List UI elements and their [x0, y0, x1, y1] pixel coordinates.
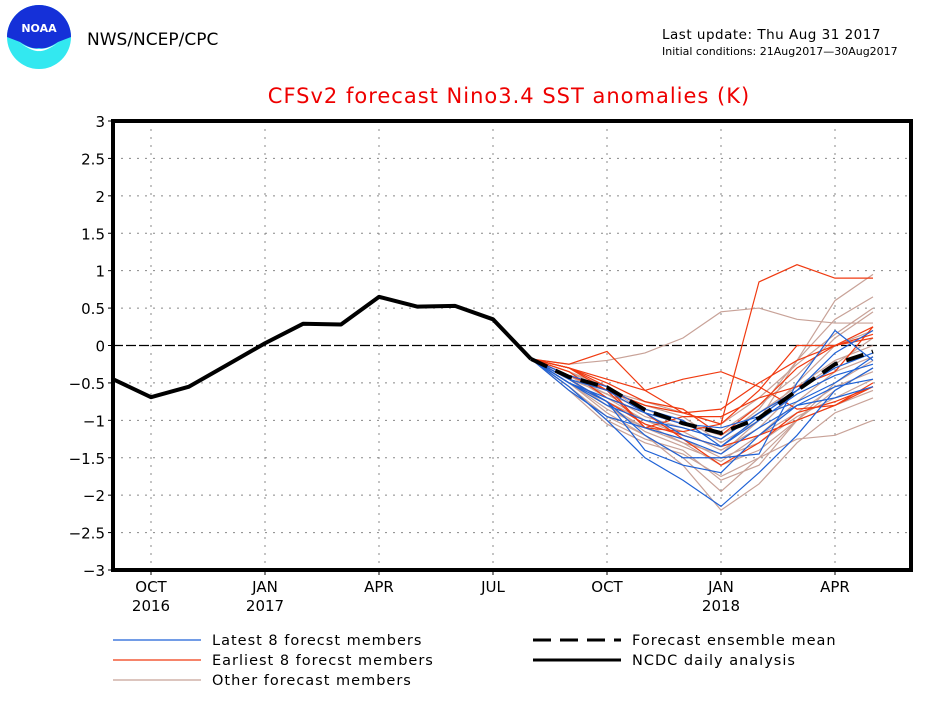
y-axis: 3 2.5 2 1.5 1 0.5 0 −0.5 −1 −1.5 −2 −2.5 −3: [69, 113, 113, 580]
last-update: Last update: Thu Aug 31 2017: [662, 27, 881, 43]
x-tick-label: OCT: [591, 578, 623, 596]
noaa-logo-text: NOAA: [21, 22, 57, 35]
y-tick-label: −1: [83, 412, 105, 430]
chart-title: CFSv2 forecast Nino3.4 SST anomalies (K): [267, 84, 751, 108]
ncdc-analysis-line: [112, 294, 533, 400]
latest-forecast-member-line: [530, 358, 874, 474]
x-tick-label: JUL: [480, 578, 505, 596]
y-tick-label: 0.5: [81, 300, 105, 318]
organization-label: NWS/NCEP/CPC: [87, 30, 219, 50]
noaa-logo: NOAA: [7, 5, 71, 69]
y-tick-label: 2: [95, 188, 105, 206]
x-tick-label: JAN: [251, 578, 278, 596]
x-tick-label: APR: [364, 578, 394, 596]
latest-forecast-member-line: [530, 356, 874, 429]
legend-label-latest: Latest 8 forecst members: [212, 633, 422, 649]
x-tick-label: OCT: [135, 578, 167, 596]
y-tick-label: 1.5: [81, 225, 105, 243]
other-forecast-member-line: [530, 358, 874, 511]
ensemble-mean-line: [530, 349, 874, 436]
latest-forecast-member-line: [530, 358, 874, 455]
earliest-forecast-member-line: [530, 358, 874, 410]
x-tick-year-label: 2016: [132, 597, 170, 615]
earliest-forecast-member-line: [530, 333, 874, 414]
y-tick-label: 0: [95, 338, 105, 356]
other-forecast-member-line: [530, 296, 874, 440]
initial-conditions: Initial conditions: 21Aug2017—30Aug2017: [662, 45, 898, 58]
y-tick-label: 3: [95, 113, 105, 131]
forecast-members: [530, 264, 874, 511]
y-tick-label: −1.5: [69, 450, 105, 468]
y-tick-label: −2: [83, 487, 105, 505]
x-tick-label: APR: [820, 578, 850, 596]
legend-label-mean: Forecast ensemble mean: [632, 633, 837, 649]
x-tick-label: JAN: [707, 578, 734, 596]
earliest-forecast-member-line: [530, 264, 873, 425]
legend-label-analysis: NCDC daily analysis: [632, 653, 796, 669]
x-tick-year-label: 2018: [702, 597, 740, 615]
y-tick-label: −3: [83, 562, 105, 580]
x-tick-year-label: 2017: [246, 597, 284, 615]
other-forecast-member-line: [530, 307, 873, 365]
main-lines: [112, 294, 874, 436]
grid: [113, 121, 911, 570]
y-tick-label: −2.5: [69, 525, 105, 543]
legend-label-earliest: Earliest 8 forecst members: [212, 653, 434, 669]
y-tick-label: 2.5: [81, 150, 105, 168]
legend: Latest 8 forecst members Earliest 8 forec…: [113, 633, 837, 689]
y-tick-label: −0.5: [69, 375, 105, 393]
legend-label-other: Other forecast members: [212, 673, 412, 689]
y-tick-label: 1: [95, 263, 105, 281]
